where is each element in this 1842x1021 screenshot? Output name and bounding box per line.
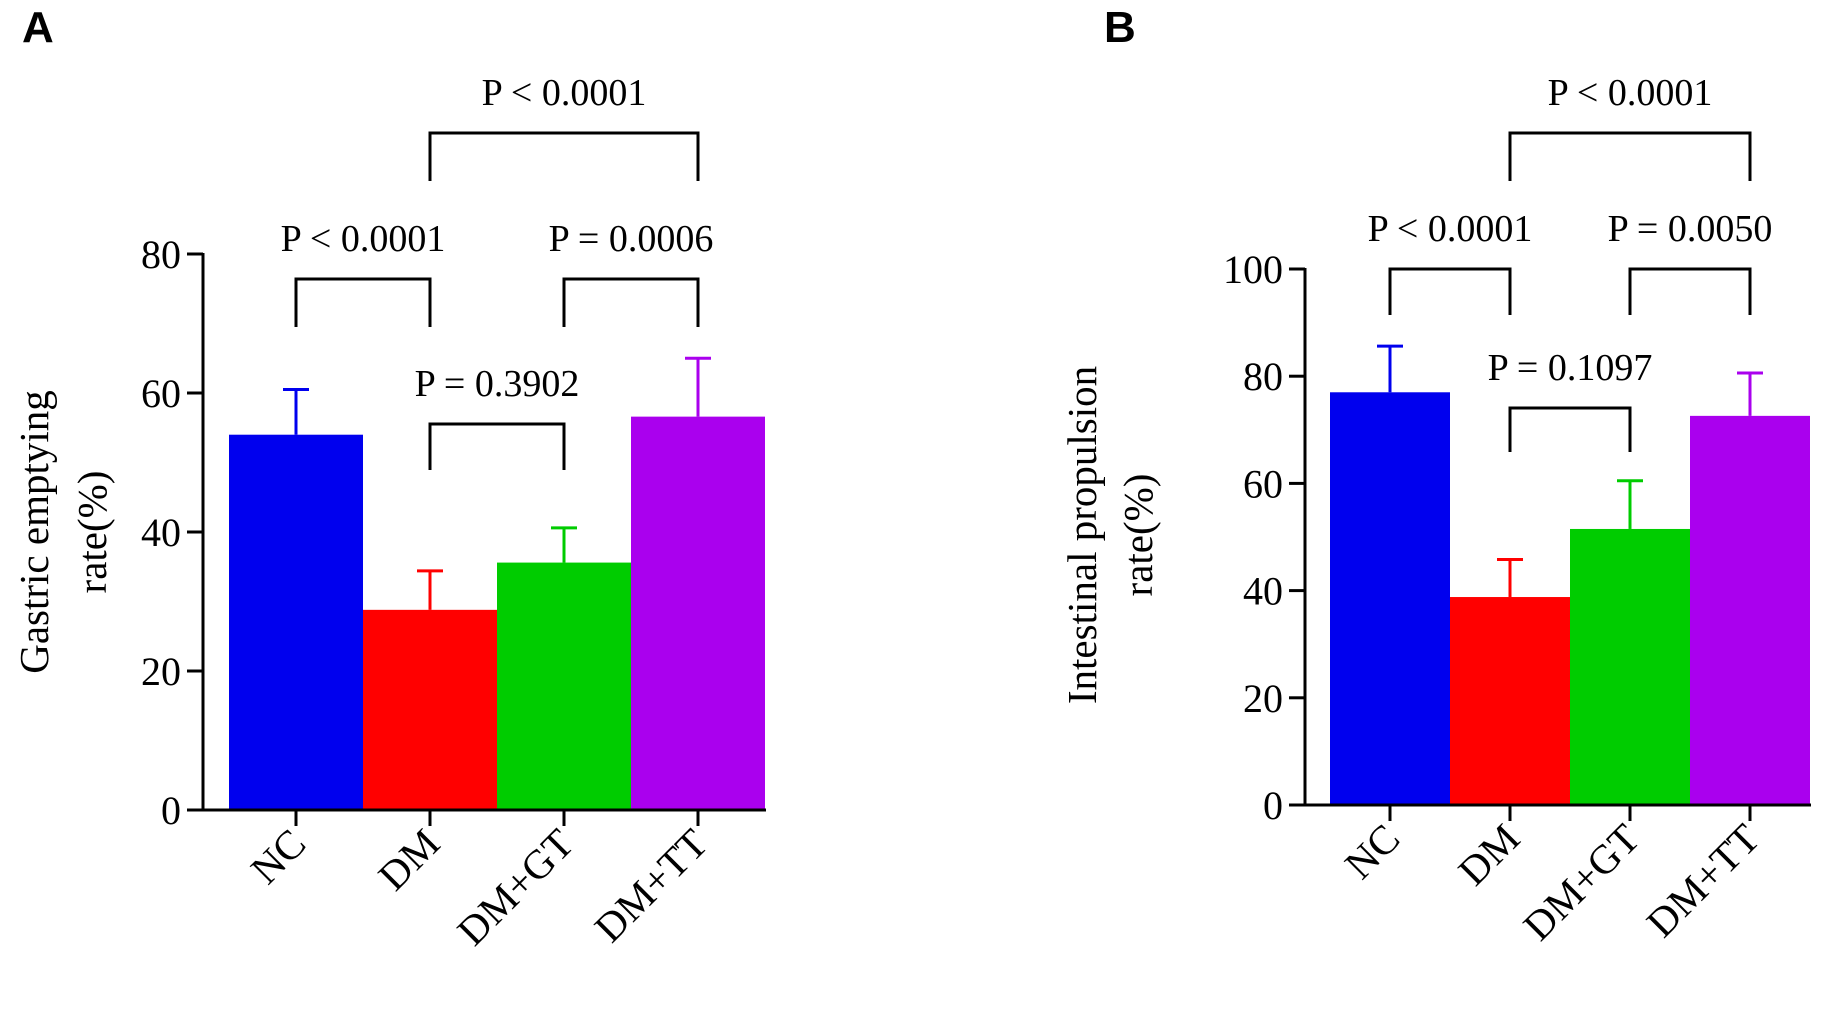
chart-b-bracket-dm-vs-dm-tt [1508, 131, 1752, 181]
chart-a-bracket-nc-vs-dm-p-value: P < 0.0001 [281, 218, 446, 260]
chart-a-category-label-dm-tt: DM+TT [585, 820, 716, 951]
chart-b-y-tick-label: 60 [1243, 461, 1283, 506]
chart-b-bracket-dm-gt-vs-dm-tt [1628, 267, 1752, 315]
panel-label-b: B [1104, 3, 1136, 52]
chart-a-bar-dm-gt [497, 562, 631, 810]
chart-b-bracket-nc-vs-dm-p-value: P < 0.0001 [1368, 208, 1533, 250]
chart-b-y-tick-label: 80 [1243, 354, 1283, 399]
chart-a-bracket-dm-gt-vs-dm-tt-p-value: P = 0.0006 [549, 218, 714, 260]
chart-b-bracket-dm-vs-dm-gt-p-value: P = 0.1097 [1488, 347, 1653, 389]
chart-b-y-tick-label: 20 [1243, 676, 1283, 721]
chart-a-category-label-nc: NC [242, 820, 315, 893]
chart-b-category-label-dm-tt: DM+TT [1637, 815, 1768, 946]
chart-b-y-axis-title-line2: rate(%) [1115, 474, 1161, 597]
chart-a-y-axis-title-line2: rate(%) [69, 471, 115, 594]
chart-a-y-tick-label: 80 [141, 232, 181, 277]
chart-b-y-tick-label: 100 [1223, 247, 1283, 292]
chart-a-y-tick-label: 60 [141, 371, 181, 416]
chart-b-bracket-dm-vs-dm-gt [1508, 406, 1632, 452]
chart-a-y-axis-title-line1: Gastric emptying [11, 390, 57, 674]
chart-b-y-axis-title-line1: Intestinal propulsion [1059, 366, 1105, 704]
chart-a-bracket-dm-vs-dm-tt-p-value: P < 0.0001 [482, 72, 647, 114]
chart-a-category-label-dm: DM [369, 820, 448, 899]
chart-b-bracket-dm-vs-dm-tt-p-value: P < 0.0001 [1548, 72, 1713, 114]
chart-a-bar-dm-tt [631, 416, 765, 810]
chart-a-bracket-dm-vs-dm-tt [428, 131, 700, 181]
chart-b-y-tick-label: 0 [1263, 783, 1283, 828]
chart-b-bracket-nc-vs-dm [1388, 267, 1512, 315]
chart-a-y-tick-label: 40 [141, 510, 181, 555]
chart-a-bracket-dm-vs-dm-gt [428, 422, 566, 470]
chart-a-gastric-emptying: 0 20 40 60 80 NC DM DM+GT DM+TT Gastric emptying r… [11, 72, 766, 954]
chart-a-category-label-dm-gt: DM+GT [448, 820, 582, 954]
chart-b-bar-dm-tt [1690, 415, 1810, 805]
chart-b-bracket-dm-gt-vs-dm-tt-p-value: P = 0.0050 [1608, 208, 1773, 250]
chart-b-bar-dm-gt [1570, 528, 1690, 805]
chart-a-bar-dm [363, 609, 497, 810]
chart-b-bar-nc [1330, 392, 1450, 805]
chart-a-bracket-dm-vs-dm-gt-p-value: P = 0.3902 [415, 363, 580, 405]
chart-a-y-tick-label: 0 [161, 788, 181, 833]
chart-a-bracket-nc-vs-dm [294, 277, 432, 327]
chart-a-bar-nc [229, 434, 363, 810]
chart-b-bar-dm [1450, 597, 1570, 805]
chart-a-y-tick-label: 20 [141, 649, 181, 694]
panel-label-a: A [22, 3, 54, 52]
chart-b-category-label-dm-gt: DM+GT [1514, 815, 1648, 949]
chart-b-y-tick-label: 40 [1243, 569, 1283, 614]
chart-b-category-label-nc: NC [1336, 815, 1409, 888]
chart-b-category-label-dm: DM [1449, 815, 1528, 894]
chart-a-bracket-dm-gt-vs-dm-tt [562, 277, 700, 327]
